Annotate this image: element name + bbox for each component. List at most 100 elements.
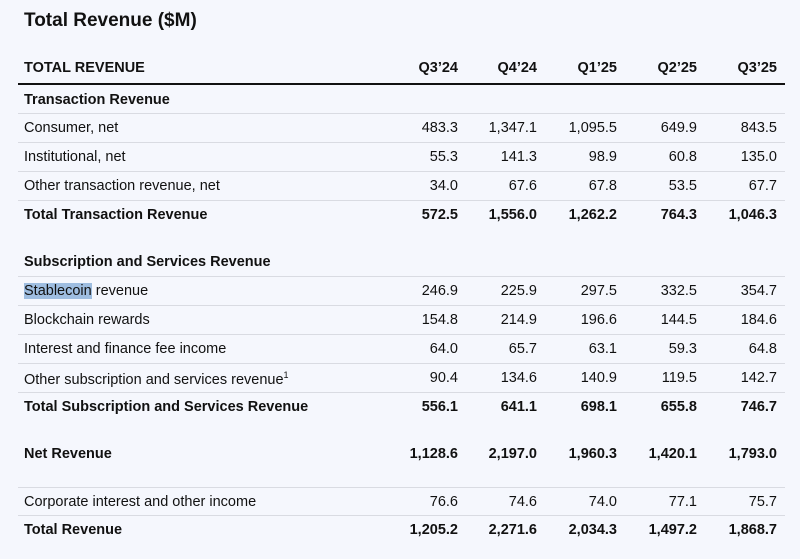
column-header: Q2’25: [657, 60, 698, 76]
row-label: Stablecoin revenue: [24, 283, 148, 299]
row-label: Consumer, net: [24, 120, 118, 136]
cell-value: 154.8: [421, 312, 458, 328]
row-label-text: Transaction Revenue: [24, 92, 170, 108]
row-divider: [18, 487, 785, 488]
cell-value: 483.3: [421, 120, 458, 136]
table-row: Stablecoin revenue 246.9 225.9 297.5 332.5 35…: [18, 277, 785, 305]
table-row: Corporate interest and other income 76.6 7…: [18, 488, 785, 516]
row-label-text: Other subscription and services revenue: [24, 371, 284, 388]
cell-value: 184.6: [740, 312, 777, 328]
table-header: TOTAL REVENUE Q3’24 Q4’24 Q1’25 Q2’25 Q3…: [18, 54, 785, 82]
cell-value: 142.7: [740, 370, 777, 386]
cell-value: 67.6: [508, 178, 537, 194]
cell-value: 698.1: [580, 399, 617, 415]
row-divider: [18, 142, 785, 143]
total-row: Total Transaction Revenue 572.5 1,556.0 1,2…: [18, 201, 785, 229]
cell-value: 65.7: [508, 341, 537, 357]
row-label-text: Interest and finance fee income: [24, 341, 227, 357]
row-label-rest: revenue: [91, 283, 149, 299]
row-label-text: Institutional, net: [24, 149, 126, 165]
row-divider: [18, 276, 785, 277]
row-divider: [18, 392, 785, 393]
cell-value: 77.1: [668, 494, 697, 510]
cell-value: 119.5: [661, 370, 697, 386]
footnote-marker: 1: [283, 370, 289, 380]
cell-value: 141.3: [500, 149, 537, 165]
cell-value: 297.5: [580, 283, 617, 299]
cell-value: 60.8: [668, 149, 697, 165]
column-header: Q3’25: [737, 60, 778, 76]
total-row: Total Subscription and Services Revenue 5…: [18, 393, 785, 421]
row-label: Net Revenue: [24, 446, 112, 462]
row-label-text: Net Revenue: [24, 446, 112, 462]
cell-value: 1,205.2: [409, 522, 458, 538]
cell-value: 74.0: [588, 494, 617, 510]
cell-value: 1,262.2: [568, 207, 617, 223]
text-selection[interactable]: Stablecoin: [24, 283, 92, 299]
table-row: Other subscription and services revenue1…: [18, 364, 785, 392]
table-row: Other transaction revenue, net 34.0 67.6 67…: [18, 172, 785, 200]
cell-value: 2,197.0: [488, 446, 537, 462]
total-row: Net Revenue 1,128.6 2,197.0 1,960.3 1,420.1 1…: [18, 440, 785, 468]
row-divider: [18, 334, 785, 335]
row-label: Other transaction revenue, net: [24, 178, 220, 194]
cell-value: 649.9: [660, 120, 697, 136]
row-label-text: Consumer, net: [24, 120, 119, 136]
section-header: Subscription and Services Revenue: [18, 248, 785, 276]
cell-value: 572.5: [421, 207, 458, 223]
cell-value: 354.7: [740, 283, 777, 299]
row-label-text: Other transaction revenue, net: [24, 178, 220, 194]
cell-value: 55.3: [429, 149, 458, 165]
cell-value: 144.5: [660, 312, 697, 328]
row-divider: [18, 363, 785, 364]
cell-value: 1,960.3: [568, 446, 617, 462]
cell-value: 75.7: [748, 494, 777, 510]
row-label: Institutional, net: [24, 149, 126, 165]
cell-value: 1,347.1: [488, 120, 537, 136]
cell-value: 2,271.6: [488, 522, 537, 538]
cell-value: 1,793.0: [728, 446, 777, 462]
column-header: Q1’25: [577, 60, 618, 76]
row-label-text: Blockchain rewards: [24, 312, 150, 328]
cell-value: 246.9: [421, 283, 458, 299]
table-row: Interest and finance fee income 64.0 65.7 6…: [18, 335, 785, 363]
column-header: Q3’24: [418, 60, 459, 76]
cell-value: 67.7: [748, 178, 777, 194]
row-label: Total Subscription and Services Revenue: [24, 399, 308, 415]
cell-value: 135.0: [740, 149, 777, 165]
total-row: Total Revenue 1,205.2 2,271.6 2,034.3 1,497.…: [18, 516, 785, 544]
cell-value: 764.3: [660, 207, 697, 223]
cell-value: 98.9: [588, 149, 617, 165]
row-label-text: Total Subscription and Services Revenue: [24, 399, 309, 415]
cell-value: 59.3: [668, 341, 697, 357]
section-header: Transaction Revenue: [18, 86, 785, 114]
page-title: Total Revenue ($M): [24, 10, 197, 31]
cell-value: 64.8: [748, 341, 777, 357]
cell-value: 1,046.3: [728, 207, 777, 223]
cell-value: 196.6: [580, 312, 617, 328]
cell-value: 53.5: [668, 178, 697, 194]
cell-value: 641.1: [500, 399, 537, 415]
header-divider: [18, 83, 785, 85]
cell-value: 34.0: [429, 178, 458, 194]
cell-value: 225.9: [500, 283, 537, 299]
row-label: Total Revenue: [24, 522, 122, 538]
table-row: Consumer, net 483.3 1,347.1 1,095.5 649.9 843…: [18, 114, 785, 142]
cell-value: 67.8: [588, 178, 617, 194]
cell-value: 843.5: [740, 120, 777, 136]
row-divider: [18, 305, 785, 306]
cell-value: 1,868.7: [728, 522, 777, 538]
row-label: Interest and finance fee income: [24, 341, 226, 357]
cell-value: 1,095.5: [568, 120, 617, 136]
row-label: Corporate interest and other income: [24, 494, 256, 510]
row-divider: [18, 515, 785, 516]
table-row: Blockchain rewards 154.8 214.9 196.6 144.5 18…: [18, 306, 785, 334]
cell-value: 90.4: [429, 370, 458, 386]
cell-value: 556.1: [421, 399, 458, 415]
row-label: Other subscription and services revenue1: [24, 370, 289, 388]
column-header: Q4’24: [497, 60, 538, 76]
row-label-text: Subscription and Services Revenue: [24, 254, 271, 270]
cell-value: 214.9: [500, 312, 537, 328]
row-label-text: Total Revenue: [24, 522, 123, 538]
row-divider: [18, 113, 785, 114]
